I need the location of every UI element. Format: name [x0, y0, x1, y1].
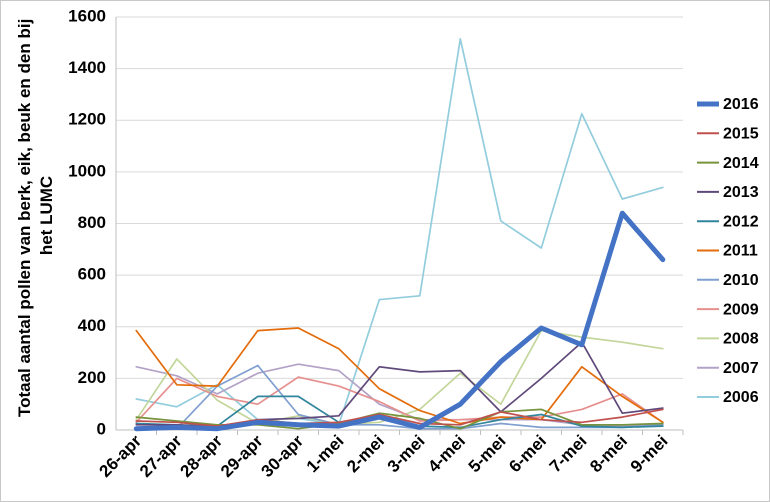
legend-label-2016: 2016 — [723, 96, 759, 113]
y-tick-label: 200 — [78, 368, 106, 387]
y-axis-label-line-1: Totaal aantal pollen van berk, eik, beuk… — [15, 19, 34, 417]
series-lines — [133, 38, 666, 432]
legend-label-2011: 2011 — [723, 243, 758, 260]
legend-label-2006: 2006 — [723, 389, 759, 406]
legend-label-2012: 2012 — [723, 213, 759, 230]
y-axis-label: Totaal aantal pollen van berk, eik, beuk… — [15, 14, 56, 417]
y-tick-label: 400 — [78, 316, 106, 335]
legend-label-2008: 2008 — [723, 331, 759, 348]
series-line-2009 — [135, 376, 664, 424]
legend-label-2009: 2009 — [723, 301, 759, 318]
series-line-2016 — [133, 210, 666, 432]
y-tick-label: 1400 — [68, 58, 106, 77]
y-tick-label: 800 — [78, 213, 106, 232]
y-tick-label: 0 — [97, 419, 106, 438]
y-tick-label: 1000 — [68, 161, 106, 180]
series-line-2011 — [135, 327, 664, 425]
legend: 2016 2015 2014 2013 2012 2011 2010 2009 2008 2007… — [697, 96, 759, 406]
y-axis-label-line-2: het LUMC — [37, 176, 56, 255]
legend-label-2013: 2013 — [723, 184, 759, 201]
y-axis-ticks: 0 200 400 600 800 1000 1200 1400 1600 — [68, 6, 106, 438]
legend-label-2007: 2007 — [723, 360, 759, 377]
y-tick-label: 1600 — [68, 6, 106, 25]
legend-label-2014: 2014 — [723, 155, 759, 172]
series-line-2015 — [135, 408, 664, 427]
series-line-2010 — [135, 364, 664, 430]
legend-label-2010: 2010 — [723, 272, 759, 289]
y-tick-label: 600 — [78, 265, 106, 284]
y-tick-label: 1200 — [68, 110, 106, 129]
legend-label-2015: 2015 — [723, 126, 759, 143]
